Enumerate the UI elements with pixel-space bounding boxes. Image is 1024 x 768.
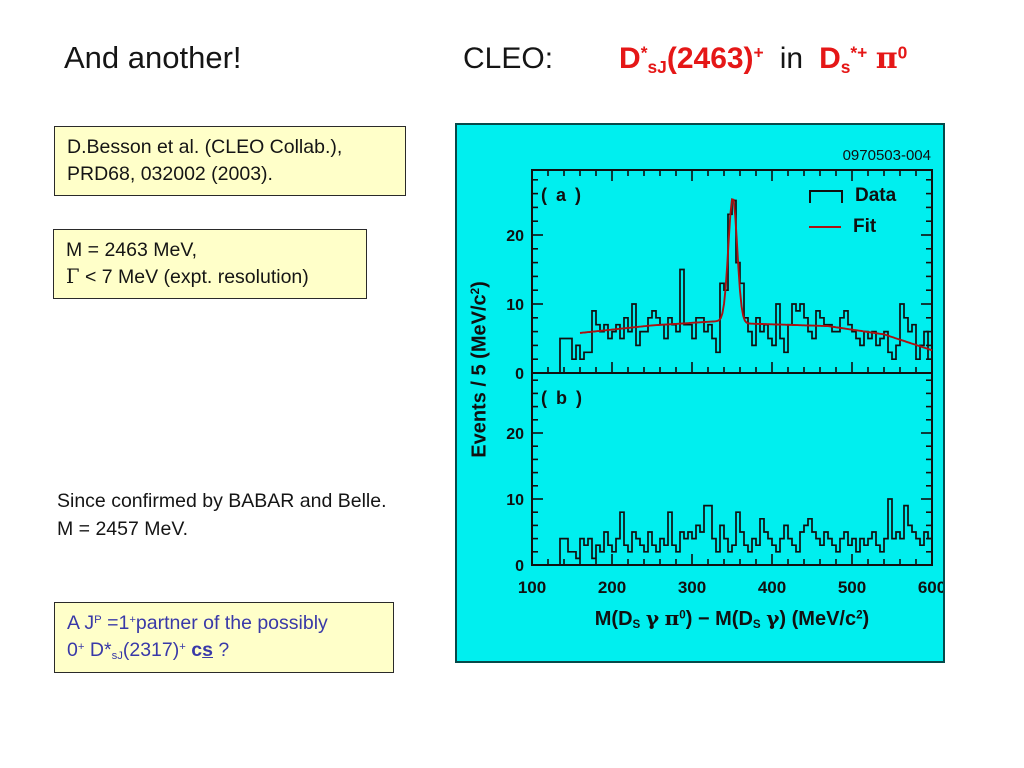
x-axis-title: M(DS γ π0) − M(DS γ) (MeV/c2) xyxy=(594,606,870,632)
svg-text:500: 500 xyxy=(838,578,866,597)
svg-text:400: 400 xyxy=(758,578,786,597)
legend-fit-label: Fit xyxy=(853,216,877,237)
panel-b-label: ( b ) xyxy=(541,388,584,408)
svg-text:20: 20 xyxy=(506,426,524,443)
ds-pi0-formula: Ds*+ π0 xyxy=(819,41,908,77)
cleo-figure: 0 10 20 0 10 20 100 200 300 400 500 600 0970503-004… xyxy=(455,123,945,663)
fit-line-icon xyxy=(809,225,841,229)
in-word: in xyxy=(779,42,804,75)
cleo-label: CLEO: xyxy=(463,42,554,75)
slide-title: And another! xyxy=(64,40,242,75)
svg-text:0: 0 xyxy=(515,558,524,575)
reference-box: D.Besson et al. (CLEO Collab.), PRD68, 0… xyxy=(54,126,406,196)
mass-width-box: M = 2463 MeV, Γ < 7 MeV (expt. resolutio… xyxy=(53,229,367,299)
dsj-2463-formula: D*sJ(2463)+ xyxy=(619,42,764,77)
mass-line: M = 2463 MeV, xyxy=(66,239,197,261)
confirmation-text: Since confirmed by BABAR and Belle. M = … xyxy=(57,488,387,543)
svg-text:20: 20 xyxy=(506,228,524,245)
legend-row-fit: Fit xyxy=(809,216,896,238)
svg-text:300: 300 xyxy=(678,578,706,597)
svg-text:10: 10 xyxy=(506,297,524,314)
svg-text:600: 600 xyxy=(918,578,943,597)
reference-line1: D.Besson et al. (CLEO Collab.), xyxy=(67,136,343,158)
partner-question-box: A JP =1+partner of the possibly 0+ D*sJ(… xyxy=(54,602,394,673)
figure-code-label: 0970503-004 xyxy=(842,147,931,164)
panel-a-label: ( a ) xyxy=(541,185,584,205)
svg-text:100: 100 xyxy=(518,578,546,597)
svg-text:200: 200 xyxy=(598,578,626,597)
width-line: Γ < 7 MeV (expt. resolution) xyxy=(66,264,309,288)
legend-data-label: Data xyxy=(855,185,897,206)
svg-text:0: 0 xyxy=(515,366,524,383)
y-axis-title: Events / 5 (MeV/c2) xyxy=(468,281,491,458)
title-formula-row: CLEO: D*sJ(2463)+ in Ds*+ π0 xyxy=(463,41,907,78)
confirmation-line2: M = 2457 MeV. xyxy=(57,517,188,540)
reference-line2: PRD68, 032002 (2003). xyxy=(67,162,273,185)
partner-line2: 0+ D*sJ(2317)+ cs ? xyxy=(67,638,230,663)
confirmation-line1: Since confirmed by BABAR and Belle. xyxy=(57,490,387,512)
svg-text:10: 10 xyxy=(506,492,524,509)
plot-legend: Data Fit xyxy=(809,185,896,247)
partner-line1: A JP =1+partner of the possibly xyxy=(67,612,328,634)
histogram-step-icon xyxy=(809,189,843,203)
legend-row-data: Data xyxy=(809,185,896,207)
